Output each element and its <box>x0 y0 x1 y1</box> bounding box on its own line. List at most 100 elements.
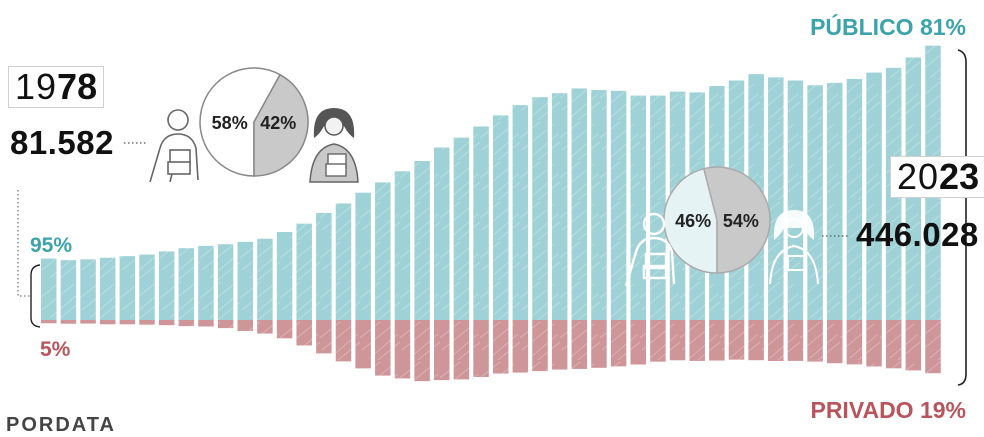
start-year-prefix: 19 <box>15 66 58 107</box>
publico-label: PÚBLICO 81% <box>810 14 966 40</box>
bar-texture-privado-1988 <box>237 320 253 331</box>
bar-texture-privado-2005 <box>571 320 588 369</box>
bar-texture-privado-2006 <box>591 320 607 368</box>
bar-texture-privado-1987 <box>217 320 234 329</box>
bar-texture-publico-2000 <box>473 126 489 321</box>
bar-texture-publico-1981 <box>99 257 116 320</box>
bar-texture-publico-1978 <box>41 258 57 320</box>
bar-texture-privado-1999 <box>453 320 470 380</box>
bar-texture-privado-1996 <box>394 320 411 379</box>
bar-texture-publico-2019 <box>846 78 863 320</box>
bar-texture-publico-1987 <box>217 244 234 320</box>
pie-slice-0 <box>199 67 282 177</box>
pie-label-male: 46% <box>675 211 711 231</box>
bar-texture-privado-1993 <box>335 320 352 362</box>
bar-texture-privado-1990 <box>276 320 293 339</box>
bar-texture-privado-2001 <box>492 320 509 374</box>
bar-texture-publico-2018 <box>827 82 843 320</box>
bar-texture-privado-1984 <box>158 320 175 326</box>
bar-texture-privado-2021 <box>885 320 902 369</box>
bar-texture-privado-2007 <box>610 320 627 367</box>
bar-texture-privado-2002 <box>512 320 529 373</box>
bar-texture-privado-1992 <box>316 320 332 354</box>
bar-texture-publico-1980 <box>80 259 96 320</box>
bar-texture-privado-2015 <box>768 320 784 361</box>
bar-texture-privado-2008 <box>630 320 646 365</box>
bar-texture-privado-1995 <box>375 320 391 376</box>
bar-texture-publico-2007 <box>610 90 627 320</box>
bar-texture-publico-1995 <box>375 182 391 320</box>
female-student-icon <box>309 108 359 183</box>
bar-texture-privado-2014 <box>748 320 764 361</box>
bar-texture-publico-1994 <box>355 192 371 320</box>
pie-label-male: 58% <box>212 113 248 133</box>
bar-texture-privado-2013 <box>728 320 745 360</box>
bar-texture-privado-2018 <box>827 320 843 364</box>
male-student-icon <box>624 212 676 287</box>
bar-texture-privado-1981 <box>99 320 116 325</box>
bar-texture-publico-1993 <box>335 203 352 320</box>
pie-slice-1 <box>702 166 771 274</box>
bar-texture-privado-2000 <box>473 320 489 378</box>
bar-texture-publico-1996 <box>394 171 411 320</box>
bar-texture-privado-2017 <box>807 320 823 362</box>
bar-texture-publico-1985 <box>178 248 195 320</box>
start-bracket <box>30 264 41 328</box>
pie-slice-1 <box>253 73 309 177</box>
bar-texture-publico-1983 <box>139 254 155 320</box>
bar-texture-publico-1999 <box>453 137 470 320</box>
bar-texture-privado-1997 <box>414 320 430 382</box>
bar-texture-privado-1983 <box>139 320 155 325</box>
bar-texture-privado-2003 <box>532 320 548 372</box>
bar-texture-privado-2023 <box>925 320 941 374</box>
bar-texture-publico-2006 <box>591 90 607 320</box>
pie-label-female: 42% <box>260 113 296 133</box>
bar-texture-privado-1979 <box>60 320 77 324</box>
start-public-pct: 95% <box>30 234 73 257</box>
bar-texture-privado-2004 <box>551 320 568 370</box>
bar-texture-publico-1979 <box>60 260 77 320</box>
bar-texture-privado-2012 <box>709 320 725 361</box>
bar-texture-privado-1998 <box>434 320 450 381</box>
bar-texture-publico-2001 <box>492 115 509 320</box>
bar-texture-privado-2022 <box>905 320 922 371</box>
start-year: 1978 <box>8 66 105 108</box>
bar-texture-publico-1988 <box>237 241 253 320</box>
bar-texture-privado-2011 <box>689 320 705 361</box>
bar-texture-publico-1982 <box>119 256 136 320</box>
bar-texture-publico-2002 <box>512 105 529 320</box>
bar-texture-privado-1982 <box>119 320 136 325</box>
bar-texture-privado-1985 <box>178 320 195 327</box>
bar-texture-privado-1991 <box>296 320 312 346</box>
bar-texture-privado-2010 <box>669 320 686 361</box>
chart-canvas: 58% 42% 46% 54% <box>17 45 967 386</box>
bar-texture-privado-2009 <box>650 320 666 362</box>
bar-texture-publico-1998 <box>434 147 450 320</box>
start-total: 81.582 <box>10 124 114 161</box>
bar-texture-publico-1986 <box>198 245 214 320</box>
start-year-suffix: 78 <box>57 66 98 107</box>
bar-texture-privado-1978 <box>41 320 57 324</box>
bar-texture-publico-1984 <box>158 251 175 320</box>
pie-label-female: 54% <box>723 211 759 231</box>
bar-texture-publico-1991 <box>296 223 312 320</box>
bar-texture-privado-2020 <box>866 320 882 367</box>
bar-texture-publico-2009 <box>650 95 666 321</box>
end-year-prefix: 20 <box>897 156 940 197</box>
bar-texture-publico-1997 <box>414 161 430 320</box>
privado-label: PRIVADO 19% <box>810 397 966 423</box>
bar-texture-publico-1992 <box>316 212 332 320</box>
pie-1978: 58% 42% <box>199 67 309 177</box>
bar-texture-publico-2008 <box>630 95 646 321</box>
bar-texture-publico-2016 <box>787 80 804 320</box>
bar-texture-publico-2020 <box>866 72 882 320</box>
bar-texture-publico-2015 <box>768 77 784 320</box>
bar-texture-privado-1994 <box>355 320 371 369</box>
bar-texture-publico-1989 <box>257 238 273 320</box>
bar-texture-privado-1986 <box>198 320 214 327</box>
end-total: 446.028 <box>856 216 979 253</box>
bar-texture-publico-1990 <box>276 231 293 320</box>
bar-texture-publico-2004 <box>551 93 568 321</box>
bar-texture-privado-2016 <box>787 320 804 361</box>
bar-texture-publico-2005 <box>571 88 588 320</box>
